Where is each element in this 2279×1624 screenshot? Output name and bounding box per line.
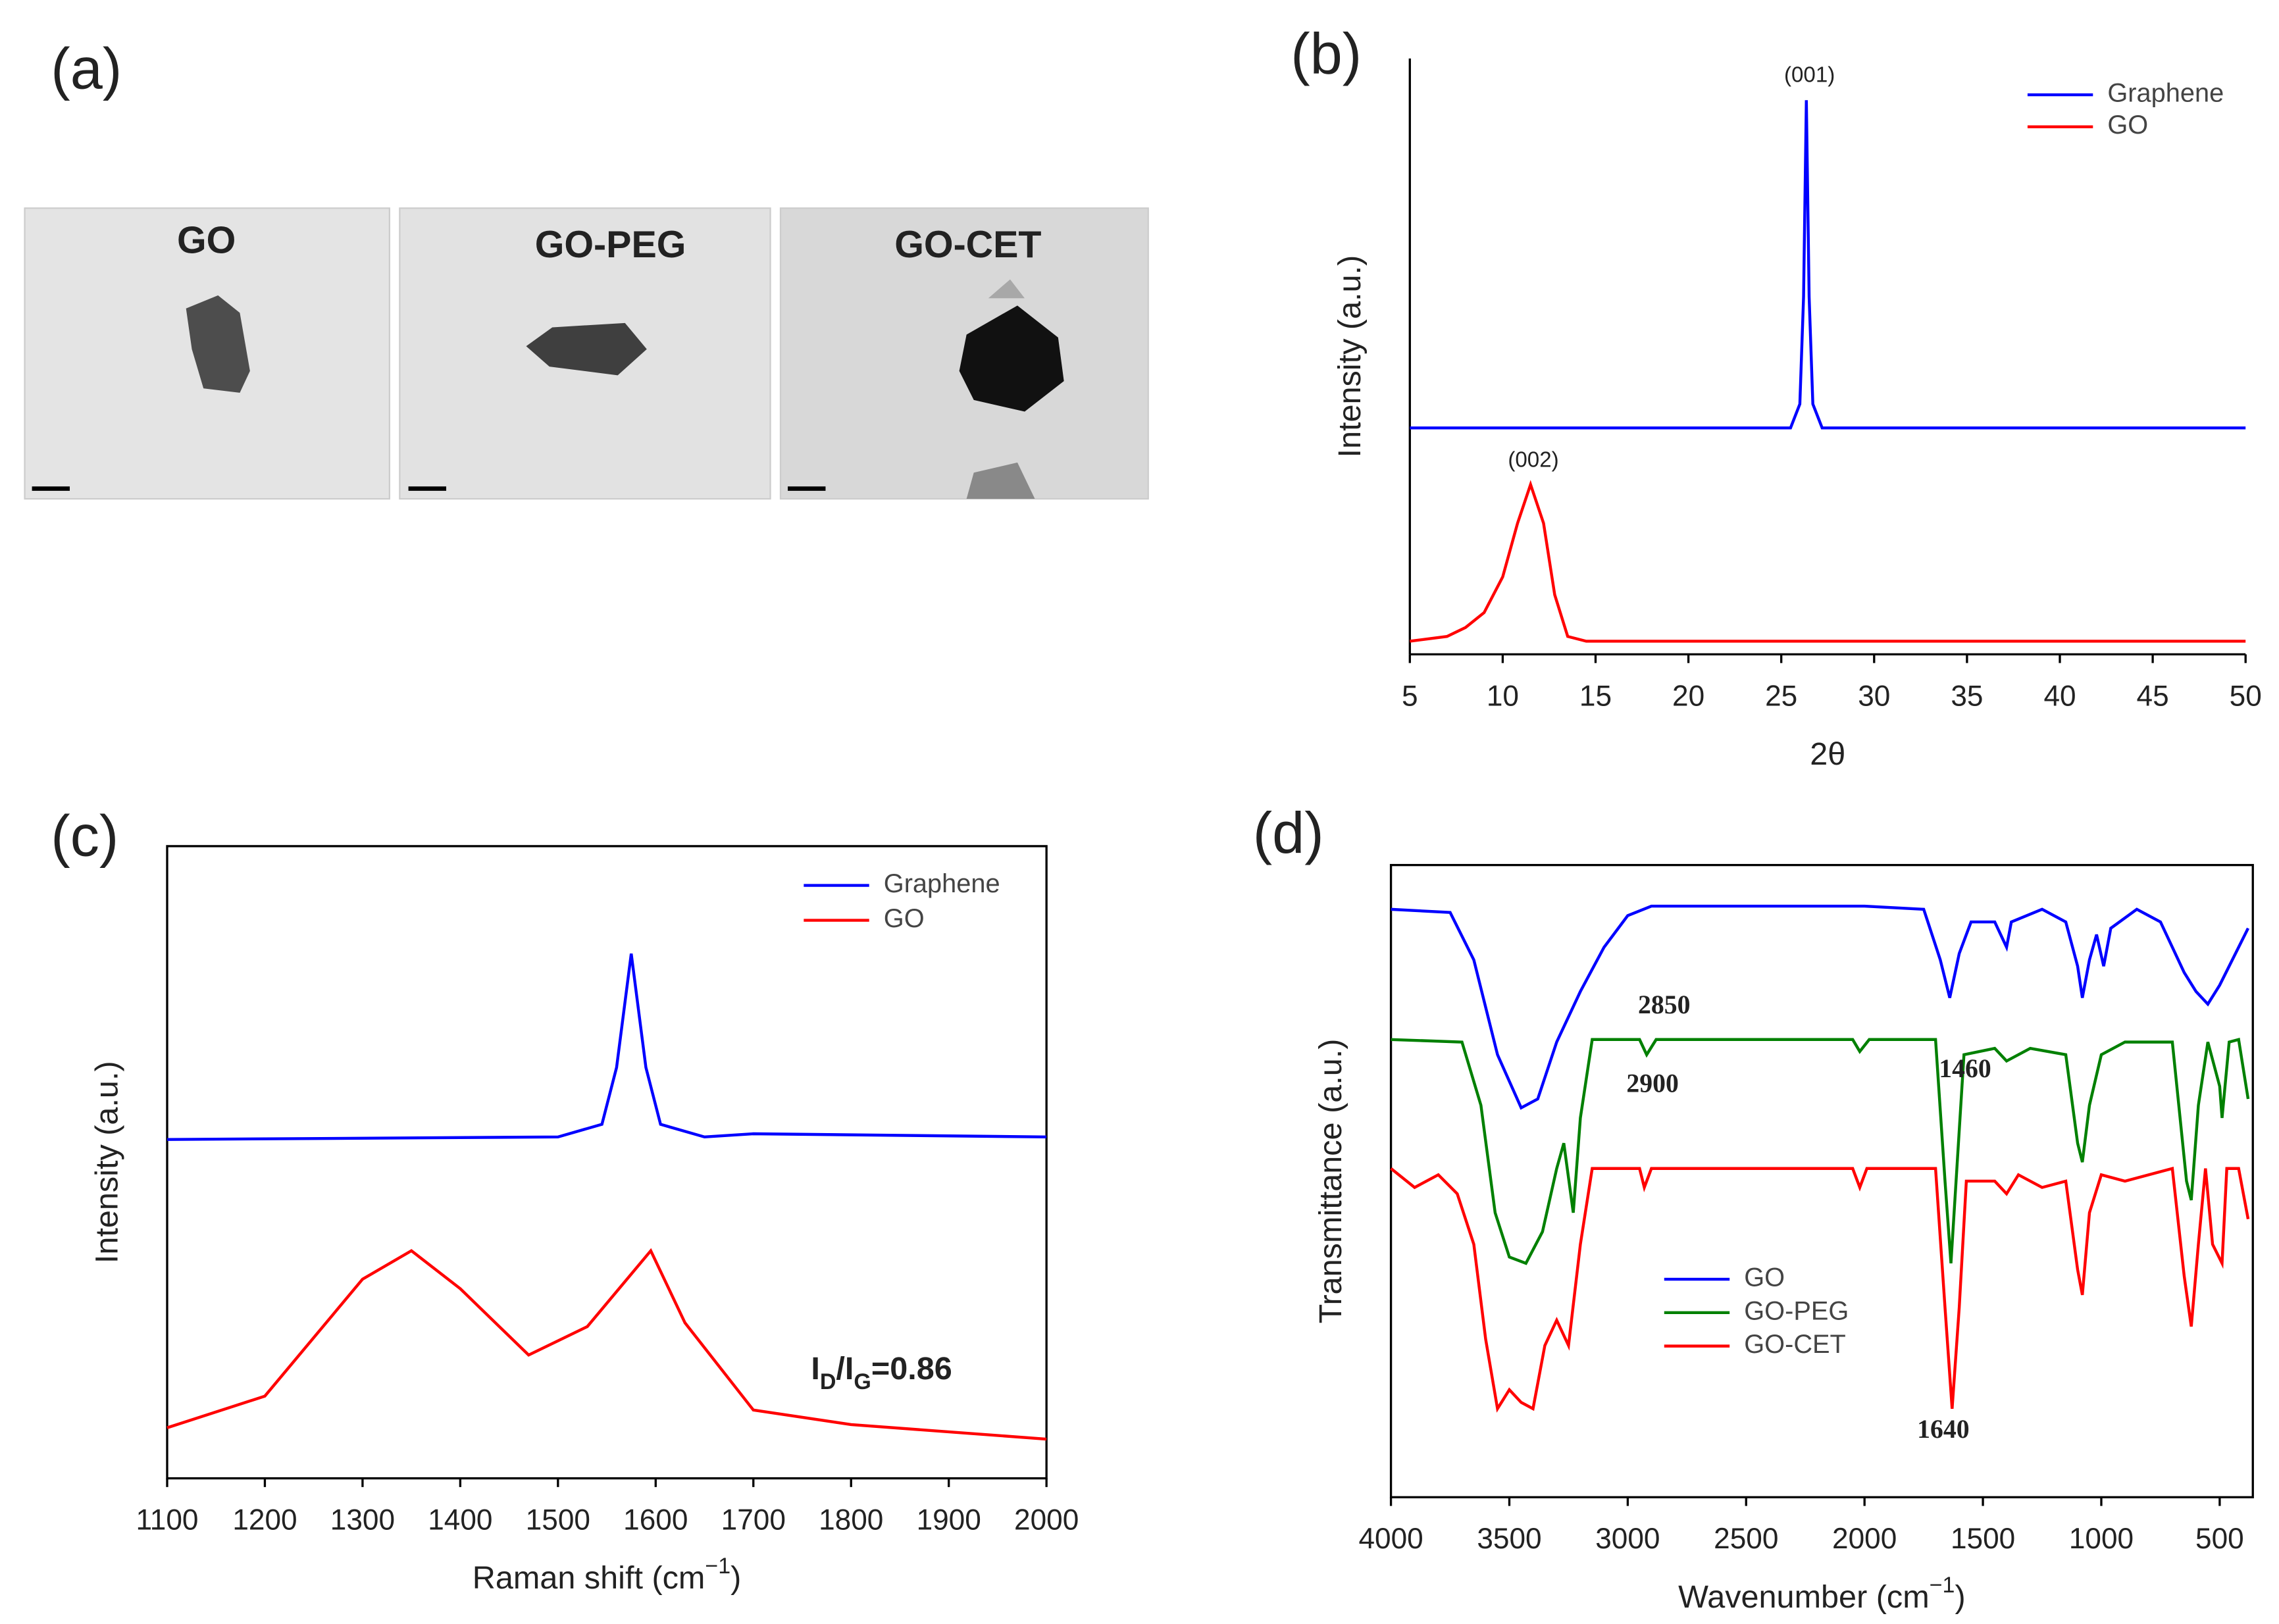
label-part: )	[1955, 1579, 1965, 1615]
x-tick-label: 1700	[721, 1504, 786, 1536]
flake	[526, 322, 647, 376]
x-tick-label: 1800	[819, 1504, 883, 1536]
x-tick-label: 1100	[136, 1504, 199, 1536]
label-part: (002)	[1508, 447, 1558, 472]
legend-label: GO	[1744, 1263, 1785, 1292]
label-part: D	[820, 1369, 836, 1394]
annotation: (001)	[1784, 63, 1835, 87]
panel-label: (c)	[51, 803, 118, 868]
plot-frame	[1389, 863, 2254, 1498]
legend-label: GO	[884, 904, 925, 933]
tem-panel: GO GO-PEG GO-CET	[24, 207, 1149, 500]
x-tick-label: 500	[2195, 1523, 2244, 1555]
flake	[988, 279, 1025, 299]
plot-frame	[166, 845, 1048, 1480]
x-tick-label: 1400	[428, 1504, 492, 1536]
x-tick-label: 25	[1765, 680, 1797, 712]
y-axis-label: Transmittance (a.u.)	[1313, 1039, 1348, 1324]
annotation: 2900	[1626, 1069, 1679, 1098]
tem-label: GO-PEG	[535, 224, 686, 266]
annotation: 1460	[1939, 1054, 1991, 1083]
x-tick-label: 50	[2230, 680, 2262, 712]
label-part: /I	[836, 1351, 854, 1386]
y-axis-label: Intensity (a.u.)	[1332, 255, 1368, 458]
panel-label: (a)	[51, 36, 122, 101]
label-part: Wavenumber (cm	[1678, 1579, 1930, 1615]
label: 2θ	[1810, 736, 1845, 772]
line-series	[1390, 1166, 2250, 1413]
line-series	[166, 1248, 1047, 1441]
chart: 4000 3500 3000 2500 2000 1500 1000 500 Wavenumbe…	[1313, 863, 2254, 1615]
label-part: Raman shift (cm	[473, 1560, 705, 1596]
x-tick-label: 1500	[526, 1504, 590, 1536]
flake	[966, 462, 1035, 499]
tem-label: GO-CET	[894, 224, 1041, 266]
line-series	[1410, 100, 2246, 430]
annotation: (002)	[1508, 447, 1558, 472]
legend-label: GO-CET	[1744, 1330, 1846, 1359]
line-series	[1410, 480, 2246, 643]
label-part: 2θ	[1810, 736, 1845, 772]
x-tick-label: 1000	[2069, 1523, 2134, 1555]
legend-label: GO	[2107, 111, 2148, 140]
label-part: 2900	[1626, 1069, 1679, 1098]
flake	[186, 295, 250, 393]
x-tick-label: 35	[1951, 680, 1983, 712]
label-part: =0.86	[871, 1351, 952, 1386]
panel-label: (b)	[1291, 21, 1362, 86]
line-series	[166, 953, 1047, 1141]
x-tick-label: 3000	[1595, 1523, 1660, 1555]
x-tick-label: 2500	[1714, 1523, 1778, 1555]
label-part: −1	[705, 1554, 730, 1579]
legend-label: GO-PEG	[1744, 1296, 1849, 1325]
x-tick-label: 5	[1402, 680, 1418, 712]
tem-label: GO	[177, 220, 236, 262]
label-part: I	[811, 1351, 820, 1386]
x-tick-label: 10	[1487, 680, 1519, 712]
chart: 1100 1200 1300 1400 1500 1600 1700 1800 1900 2000…	[89, 845, 1079, 1596]
annotation: ID/IG=0.86	[811, 1351, 952, 1394]
x-tick-label: 40	[2043, 680, 2076, 712]
x-tick-label: 1600	[623, 1504, 688, 1536]
label-part: 1640	[1917, 1415, 1970, 1444]
line-series	[1391, 1038, 2250, 1265]
panel-label: (d)	[1253, 800, 1324, 865]
label-part: 2850	[1638, 990, 1691, 1019]
flake	[959, 305, 1064, 412]
x-tick-label: 1200	[232, 1504, 297, 1536]
chart: 5 10 15 20 25 30 35 40 45 50 2θ Intensity (a.u.) Gra…	[1332, 58, 2262, 772]
y-axis-label: Intensity (a.u.)	[89, 1061, 124, 1263]
x-tick-label: 15	[1579, 680, 1612, 712]
x-tick-label: 2000	[1014, 1504, 1079, 1536]
x-tick-label: 3500	[1477, 1523, 1541, 1555]
x-tick-label: 1300	[330, 1504, 395, 1536]
x-tick-label: 30	[1858, 680, 1890, 712]
label-part: (001)	[1784, 63, 1835, 87]
x-tick-label: 2000	[1832, 1523, 1897, 1555]
x-tick-label: 1500	[1951, 1523, 2015, 1555]
label-part: G	[854, 1369, 871, 1394]
line-series	[1391, 904, 2250, 1110]
label-part: 1460	[1939, 1054, 1991, 1083]
annotation: 2850	[1638, 990, 1691, 1019]
legend-label: Graphene	[2107, 79, 2224, 108]
label: Raman shift (cm−1)	[473, 1554, 742, 1596]
x-tick-label: 20	[1672, 680, 1704, 712]
x-tick-label: 45	[2137, 680, 2169, 712]
annotation: 1640	[1917, 1415, 1970, 1444]
label-part: )	[730, 1560, 741, 1596]
legend-label: Graphene	[884, 869, 1000, 898]
x-tick-label: 4000	[1358, 1523, 1423, 1555]
x-tick-label: 1900	[917, 1504, 981, 1536]
label-part: −1	[1930, 1573, 1955, 1598]
label: Wavenumber (cm−1)	[1678, 1573, 1965, 1615]
